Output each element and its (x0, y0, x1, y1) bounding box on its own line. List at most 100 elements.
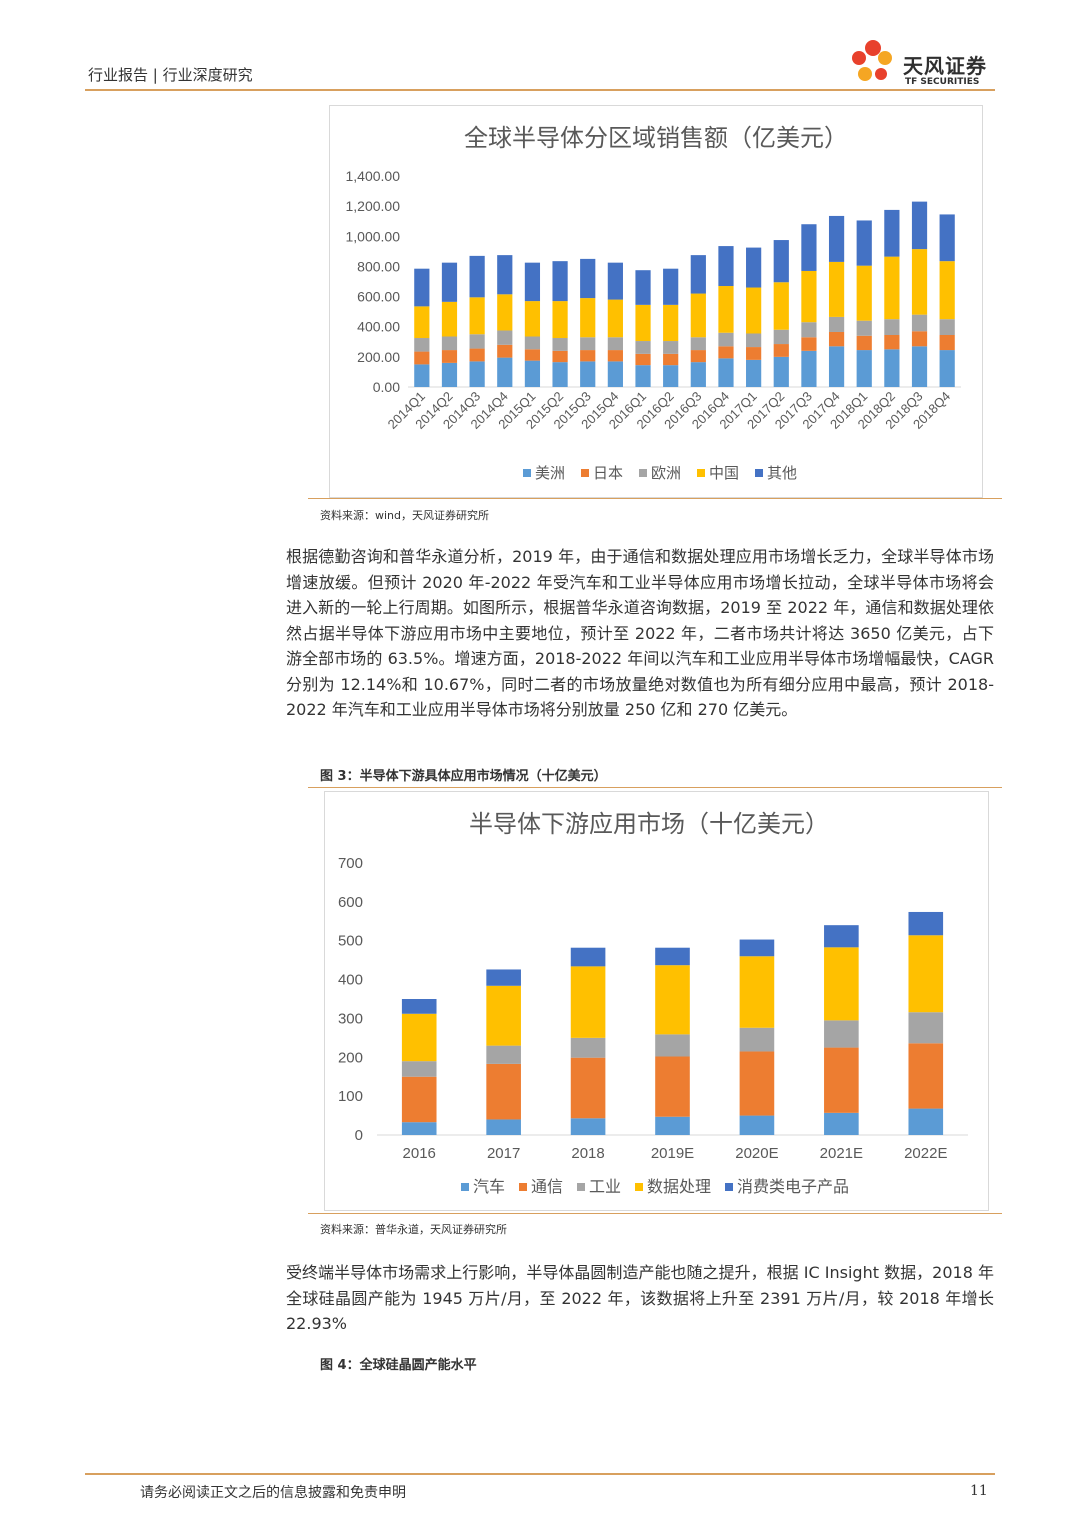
downstream-market-chart-svg: 半导体下游应用市场（十亿美元） 0 100 200 300 400 500 600 700 201… (338, 811, 968, 1196)
bar-segment (911, 201, 928, 250)
bar-segment (739, 956, 775, 1028)
bar-segment (635, 304, 651, 342)
bar-segment (486, 1119, 521, 1135)
bar-segment (655, 1116, 690, 1135)
y-tick-label: 500 (338, 933, 363, 950)
bar-segment (884, 335, 900, 350)
bar-segment (911, 331, 928, 347)
bar-segment (828, 331, 845, 347)
x-tick-label: 2021E (820, 1145, 863, 1162)
legend-swatch (461, 1183, 469, 1191)
bar-segment (718, 332, 734, 347)
bar-segment (570, 1037, 606, 1058)
x-tick-label: 2018 (571, 1145, 604, 1162)
bar-segment (824, 1112, 859, 1135)
bar-segment (746, 287, 762, 334)
legend-swatch (581, 469, 589, 477)
bar-segment (552, 350, 568, 363)
bar-segment (828, 316, 845, 332)
y-tick-label: 0.00 (373, 379, 400, 395)
figure3-bottom-rule (308, 1213, 1002, 1214)
bar-segment (607, 262, 623, 300)
bar-segment (911, 346, 928, 387)
bar-segment (690, 350, 706, 363)
bar-segment (441, 262, 458, 302)
y-tick-label: 600 (338, 894, 363, 911)
bar-segment (580, 298, 596, 338)
bar-segment (911, 249, 928, 315)
bar-segment (401, 1122, 437, 1135)
y-tick-label: 800.00 (357, 258, 400, 274)
bar-segment (552, 338, 568, 351)
legend-swatch (639, 469, 647, 477)
bar-segment (663, 304, 679, 342)
bar-segment (908, 911, 944, 936)
bar-segment (635, 341, 651, 354)
chart-title: 半导体下游应用市场（十亿美元） (469, 811, 829, 838)
bar-segment (469, 361, 485, 387)
company-logo: 天风证券 TF SECURITIES (845, 36, 1005, 92)
figure4-caption: 图 4：全球硅晶圆产能水平 (320, 1358, 477, 1373)
bar-segment (773, 240, 789, 283)
bar-segment (739, 1051, 775, 1116)
bar-segment (524, 336, 541, 350)
bar-segment (580, 258, 596, 299)
bar-segment (497, 357, 513, 387)
bar-segment (939, 319, 955, 336)
bar-segment (718, 246, 734, 287)
bar-segment (690, 255, 706, 294)
bar-segment (524, 301, 541, 337)
bar-segment (552, 301, 568, 339)
bar-segment (414, 351, 430, 365)
y-tick-label: 200 (338, 1049, 363, 1066)
bar-segment (414, 268, 430, 307)
bar-segment (552, 362, 568, 387)
bar-segment (908, 1012, 944, 1044)
y-tick-label: 1,200.00 (346, 198, 401, 214)
bar-segment (828, 215, 845, 262)
bar-segment (570, 947, 606, 967)
bar-segment (801, 322, 817, 338)
footer-disclaimer: 请务必阅读正文之后的信息披露和免责申明 (140, 1485, 406, 1501)
bar-segment (635, 353, 651, 366)
bar-segment (655, 947, 690, 966)
bar-segment (486, 1063, 521, 1120)
chart-title: 全球半导体分区域销售额（亿美元） (464, 125, 848, 152)
bar-segment (739, 939, 775, 957)
legend-label: 数据处理 (647, 1178, 711, 1196)
bar-segment (497, 344, 513, 358)
bar-segment (469, 348, 485, 362)
bar-segment (801, 337, 817, 351)
bar-segment (663, 365, 679, 387)
bar-segment (441, 301, 458, 337)
bar-segment (884, 349, 900, 387)
figure3-caption: 图 3：半导体下游具体应用市场情况（十亿美元） (320, 769, 607, 784)
figure2-source: 资料来源：wind，天风证券研究所 (320, 509, 490, 522)
regional-sales-chart-svg: 全球半导体分区域销售额（亿美元） 0.00 200.00 400.00 600.00 80… (346, 125, 961, 482)
bar-segment (401, 999, 437, 1014)
bar-segment (828, 261, 845, 317)
bar-segment (939, 335, 955, 351)
legend-swatch (635, 1183, 643, 1191)
bar-segment (908, 935, 944, 1013)
bar-segment (580, 361, 596, 387)
bar-segment (856, 220, 872, 266)
logo-text-en: TF SECURITIES (905, 77, 980, 87)
y-tick-label: 1,400.00 (346, 168, 401, 184)
legend-label: 消费类电子产品 (737, 1178, 849, 1196)
bar-segment (441, 350, 458, 363)
bar-segment (663, 341, 679, 354)
bar-segment (690, 362, 706, 387)
bar-segment (486, 1045, 521, 1064)
chart-downstream-market: 半导体下游应用市场（十亿美元） 0 100 200 300 400 500 600 700 201… (324, 791, 989, 1211)
bar-segment (524, 349, 541, 361)
bar-segment (486, 969, 521, 986)
logo-text-cn: 天风证券 (903, 54, 987, 78)
bar-segment (635, 270, 651, 305)
legend-label: 中国 (709, 465, 739, 482)
bar-segment (580, 350, 596, 362)
bar-segment (401, 1061, 437, 1077)
bar-segment (607, 361, 623, 387)
bar-segment (469, 297, 485, 335)
bar-segment (718, 358, 734, 387)
